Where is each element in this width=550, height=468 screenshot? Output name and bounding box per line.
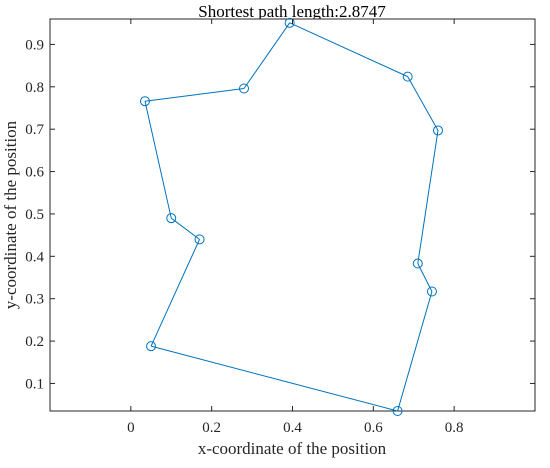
plot-area-frame [49,18,536,412]
city-marker [146,341,157,352]
y-tick-label: 0.9 [25,37,44,53]
y-axis-title: y-coordinate of the position [1,120,20,309]
y-tick-label: 0.8 [25,80,44,96]
city-marker [402,71,413,82]
city-marker [139,96,150,107]
city-marker [166,213,177,224]
path-segment [407,76,439,131]
y-tick-label: 0.5 [25,207,44,223]
path-segment [417,130,439,264]
path-segment [289,22,408,78]
path-segment [243,22,291,89]
y-tick-label: 0.1 [25,376,44,392]
y-tick-label: 0.3 [25,292,44,308]
path-segment [150,239,200,347]
city-marker [426,286,437,297]
x-tick-label: 0.4 [283,420,302,436]
city-marker [392,406,403,416]
path-segment [397,291,433,412]
city-marker [284,17,295,28]
x-tick-label: 0.6 [364,420,383,436]
path-segment [144,88,245,102]
city-marker [433,125,443,136]
city-marker [194,234,205,245]
city-marker [412,258,423,269]
tick-layer: 0 0.2 0.4 0.6 0.8 0.1 0.2 0.3 0.4 0.5 0.6 0.7 0.8 0.9 [25,19,535,436]
y-tick-label: 0.4 [25,249,44,265]
path-segment [144,101,172,219]
x-axis-title: x-coordinate of the position [198,439,387,458]
x-tick-label: 0 [127,420,135,436]
path-segment [170,217,200,240]
y-tick-label: 0.6 [25,165,44,181]
path-segment [150,345,398,412]
y-tick-label: 0.7 [25,122,44,138]
plot-layer [139,17,443,416]
city-marker [239,83,249,94]
chart-title: Shortest path length:2.8747 [198,2,386,21]
path-segment [417,263,433,292]
x-tick-label: 0.2 [202,420,221,436]
x-tick-label: 0.8 [445,420,464,436]
y-tick-label: 0.2 [25,334,44,350]
